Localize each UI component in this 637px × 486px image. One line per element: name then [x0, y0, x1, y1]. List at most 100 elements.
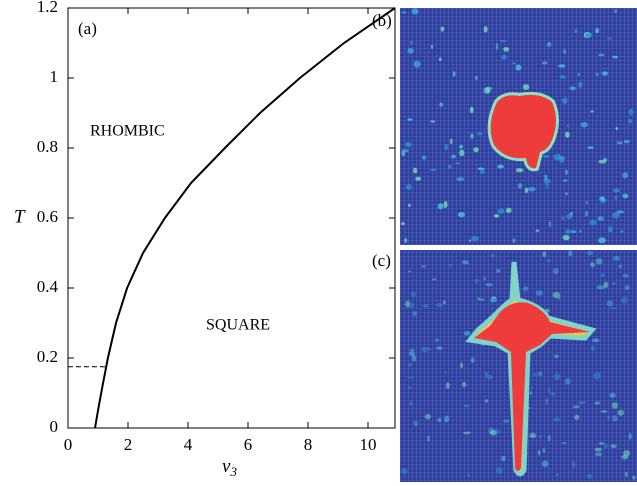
fluctuation-spot — [459, 149, 464, 156]
fluctuation-spot — [543, 155, 550, 158]
fluctuation-spot — [409, 302, 414, 308]
fluctuation-spot — [528, 187, 536, 191]
fluctuation-spot — [542, 461, 549, 467]
fluctuation-spot — [597, 285, 605, 289]
fluctuation-spot — [430, 121, 435, 123]
fluctuation-spot — [463, 432, 471, 435]
fluctuation-spot — [607, 37, 612, 39]
fluctuation-spot — [401, 149, 409, 152]
fluctuation-spot — [404, 238, 407, 243]
fluctuation-spot — [436, 303, 443, 307]
fluctuation-spot — [444, 416, 449, 423]
fluctuation-spot — [429, 348, 431, 350]
fluctuation-spot — [581, 122, 588, 127]
fluctuation-spot — [516, 168, 524, 172]
fluctuation-spot — [628, 119, 632, 124]
fluctuation-spot — [612, 402, 618, 409]
fluctuation-spot — [578, 73, 580, 76]
fluctuation-spot — [503, 420, 509, 423]
fluctuation-spot — [543, 448, 546, 452]
fluctuation-spot — [462, 260, 469, 264]
fluctuation-spot — [401, 469, 408, 475]
fluctuation-spot — [407, 118, 412, 121]
fluctuation-spot — [598, 160, 606, 164]
fluctuation-spot — [412, 311, 417, 316]
fluctuation-spot — [448, 264, 452, 266]
fluctuation-spot — [612, 415, 618, 421]
fluctuation-spot — [625, 472, 628, 477]
fluctuation-spot — [586, 201, 588, 204]
fluctuation-spot — [529, 433, 536, 438]
fluctuation-spot — [553, 418, 560, 422]
fluctuation-spot — [574, 29, 578, 33]
fluctuation-spot — [401, 222, 405, 225]
fluctuation-spot — [600, 273, 605, 277]
fluctuation-spot — [612, 56, 618, 59]
fluctuation-spot — [587, 474, 593, 479]
fluctuation-spot — [460, 362, 463, 368]
fluctuation-spot — [558, 297, 560, 299]
fluctuation-spot — [602, 71, 608, 75]
fluctuation-spot — [560, 75, 566, 79]
fluctuation-spot — [565, 192, 567, 195]
fluctuation-spot — [599, 442, 605, 445]
fluctuation-spot — [578, 81, 582, 88]
fluctuation-spot — [408, 386, 411, 389]
panel-label: (b) — [372, 11, 392, 30]
fluctuation-spot — [622, 274, 629, 278]
y-tick-label: 0.8 — [37, 137, 58, 156]
fluctuation-spot — [491, 254, 495, 258]
fluctuation-spot — [612, 282, 616, 284]
fluctuation-spot — [412, 8, 419, 14]
fluctuation-spot — [603, 282, 608, 288]
fluctuation-spot — [542, 61, 547, 64]
fluctuation-spot — [553, 374, 560, 381]
fluctuation-spot — [573, 405, 580, 408]
fluctuation-spot — [494, 214, 499, 218]
fluctuation-spot — [601, 410, 607, 412]
fluctuation-spot — [430, 169, 437, 171]
fluctuation-spot — [496, 467, 503, 474]
fluctuation-spot — [609, 393, 615, 398]
fluctuation-spot — [467, 473, 470, 476]
fluctuation-spot — [471, 357, 475, 363]
fluctuation-spot — [595, 73, 599, 76]
fluctuation-spot — [595, 453, 602, 457]
fluctuation-spot — [615, 127, 618, 130]
fluctuation-spot — [562, 217, 565, 220]
fluctuation-spot — [408, 363, 412, 367]
fluctuation-spot — [610, 307, 616, 309]
fluctuation-spot — [446, 382, 450, 389]
fluctuation-spot — [629, 109, 634, 116]
fluctuation-spot — [525, 187, 528, 193]
fluctuation-spot — [594, 448, 602, 452]
fluctuation-spot — [473, 147, 478, 152]
phase-label: RHOMBIC — [90, 123, 165, 140]
fluctuation-spot — [549, 221, 551, 228]
fluctuation-spot — [618, 410, 624, 416]
fluctuation-spot — [565, 378, 571, 384]
fluctuation-spot — [411, 292, 416, 297]
x-tick-label: 0 — [64, 435, 73, 454]
fluctuation-spot — [441, 26, 445, 31]
fluctuation-spot — [558, 64, 565, 67]
fluctuation-spot — [563, 49, 566, 54]
fluctuation-spot — [435, 338, 440, 341]
fluctuation-spot — [464, 405, 469, 407]
fluctuation-spot — [413, 168, 417, 174]
fluctuation-spot — [618, 265, 621, 268]
fluctuation-spot — [578, 401, 586, 403]
fluctuation-spot — [490, 430, 497, 435]
fluctuation-spot — [601, 196, 604, 201]
fluctuation-spot — [585, 33, 593, 38]
fluctuation-spot — [548, 387, 550, 394]
fluctuation-spot — [523, 84, 530, 90]
fluctuation-spot — [453, 71, 456, 77]
figure: 024681000.20.40.60.811.2 (a) RHOMBIC SQU… — [0, 0, 637, 486]
fluctuation-spot — [496, 269, 500, 273]
fluctuation-spot — [498, 208, 505, 214]
fluctuation-spot — [579, 230, 581, 233]
phase-label: SQUARE — [206, 317, 270, 334]
fluctuation-spot — [606, 300, 613, 306]
fluctuation-spot — [523, 286, 529, 291]
